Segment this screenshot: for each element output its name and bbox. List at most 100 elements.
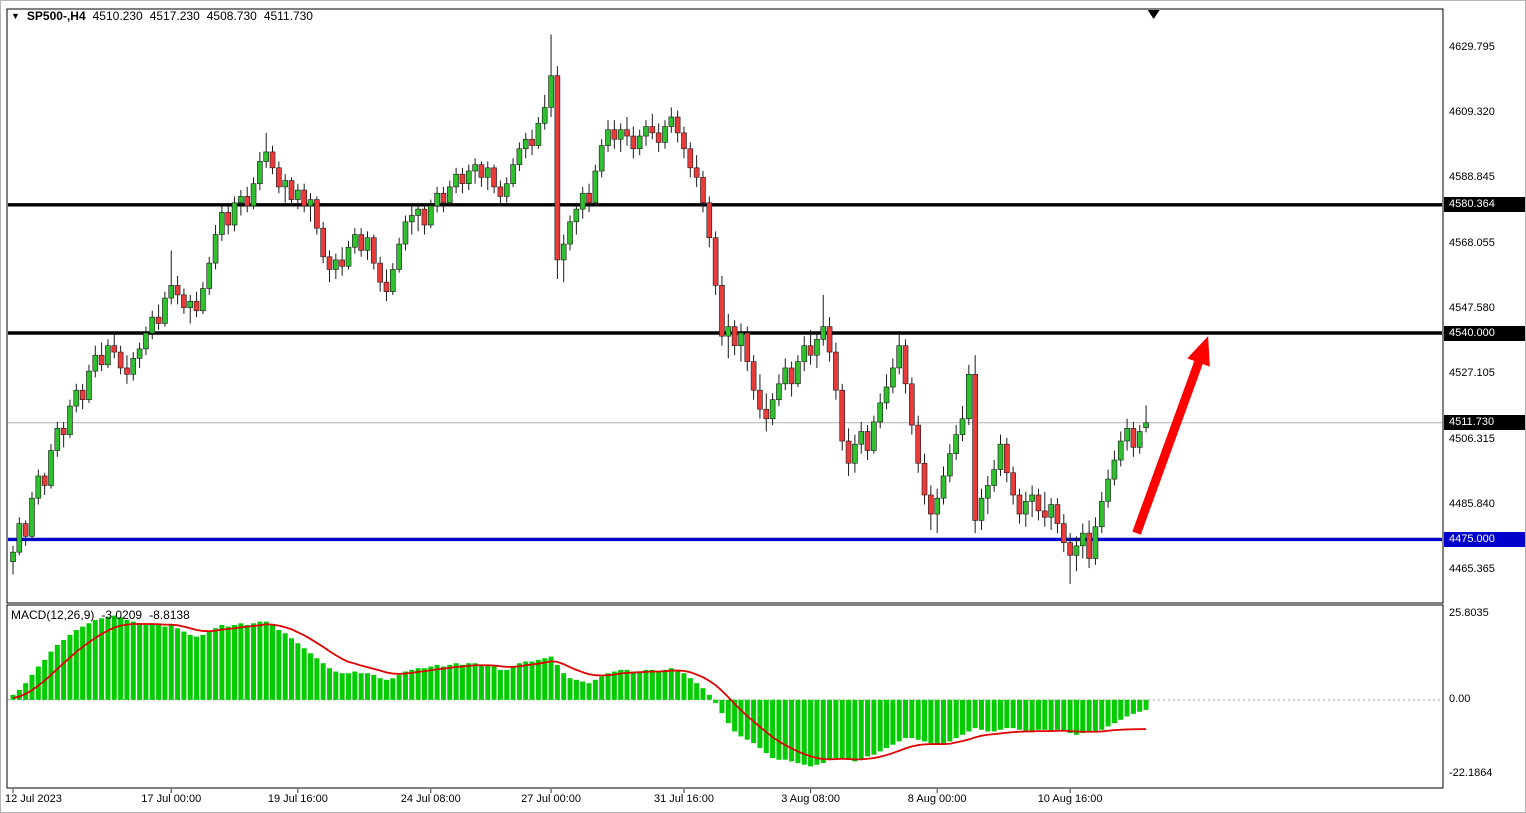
price-axis-label: 4568.055 [1449,236,1495,249]
candle-body [339,259,345,267]
macd-indicator-header: MACD(12,26,9) -3.0209 -8.8138 [11,608,190,622]
macd-histogram-bar [1016,699,1022,730]
macd-histogram-bar [320,663,326,700]
candle-body [352,234,358,248]
macd-histogram-bar [820,699,826,764]
candle-body [871,421,877,451]
macd-histogram-bar [706,694,712,700]
candle-body [111,345,118,353]
macd-histogram-bar [567,678,573,700]
time-axis[interactable]: 12 Jul 2023 17 Jul 00:00 19 Jul 16:00 24 Ju… [1,789,1525,812]
trend-arrow-shaft[interactable] [1132,350,1207,535]
candle-body [782,367,789,385]
candle-body [92,354,99,372]
candle-body [852,443,858,464]
macd-histogram-bar [757,699,763,749]
candle-body [940,475,947,499]
candle-body [22,523,29,537]
candle-body [554,75,561,261]
candle-body [358,234,364,251]
macd-histogram-bar [364,673,370,700]
macd-histogram-bar [1004,699,1010,729]
candle-body [244,196,251,207]
candle-body [333,259,339,270]
macd-histogram-bar [327,668,332,700]
candle-body [1117,440,1124,461]
macd-axis-label: -22.1864 [1449,766,1493,779]
macd-histogram-bar [694,683,700,700]
candle-body [149,316,156,334]
macd-histogram-bar [732,699,738,732]
macd-histogram-bar [1029,699,1035,732]
trend-arrow-head[interactable] [1187,336,1210,367]
macd-histogram-bar [371,674,377,700]
macd-histogram-bar [529,661,535,700]
macd-histogram-bar [846,699,852,760]
macd-histogram-bar [839,699,845,759]
macd-axis-label: 0.00 [1449,692,1471,705]
candle-body [219,211,225,235]
macd-histogram-bar [719,699,725,714]
candle-body [263,151,270,162]
macd-histogram-bar [586,683,592,700]
macd-histogram-bar [73,629,79,700]
candle-body [1086,532,1092,559]
macd-histogram-bar [181,631,187,700]
macd-histogram-bar [960,699,965,735]
candle-body [769,399,776,420]
candle-body [383,281,390,293]
macd-histogram-bar [238,623,244,700]
candle-body [162,297,168,324]
candle-body [136,348,143,359]
candle-body [807,345,814,356]
macd-histogram-bar [23,683,29,700]
candle-body [231,202,238,226]
price-level-badge: 4540.000 [1444,325,1525,341]
candle-body [864,431,871,451]
candle-body [48,450,54,486]
chart-shift-marker-icon[interactable] [1147,10,1160,19]
macd-histogram-bar [877,699,883,752]
macd-histogram-bar [687,678,693,700]
macd-histogram-bar [972,699,978,729]
macd-histogram-bar [1067,699,1073,734]
macd-histogram-bar [459,664,465,700]
macd-histogram-bar [725,699,731,724]
candle-body [206,262,213,289]
macd-histogram-bar [554,664,560,700]
candle-body [396,243,402,270]
macd-histogram-bar [662,669,668,700]
candle-body [225,211,232,226]
macd-histogram-bar [700,688,706,700]
macd-histogram-bar [440,666,446,700]
candle-body [427,205,434,226]
macd-histogram-bar [276,629,282,700]
macd-histogram-bar [434,664,440,700]
macd-histogram-bar [852,699,858,762]
macd-histogram-bar [314,658,320,700]
candle-body [459,173,466,185]
time-axis-label: 12 Jul 2023 [5,793,62,805]
candle-body [662,126,668,143]
macd-histogram-bar [599,676,605,700]
macd-histogram-bar [713,699,719,704]
macd-histogram-bar [1061,699,1067,732]
price-axis[interactable]: 4629.795 4609.320 4588.845 4568.055 4547.580… [1443,1,1525,789]
macd-histogram-bar [124,619,130,700]
candle-body [953,434,959,455]
candle-body [750,361,757,391]
candle-body [991,469,997,486]
candle-body [295,189,301,200]
macd-histogram-bar [1143,699,1149,710]
macd-histogram-bar [630,671,636,700]
candle-body [978,497,985,521]
candle-body [288,180,295,200]
macd-histogram-bar [333,671,339,700]
macd-histogram-bar [535,659,541,700]
candle-body [636,135,643,150]
macd-histogram-bar [282,633,288,700]
candle-body [655,132,662,143]
candle-body [16,523,23,553]
candle-body [35,475,42,499]
